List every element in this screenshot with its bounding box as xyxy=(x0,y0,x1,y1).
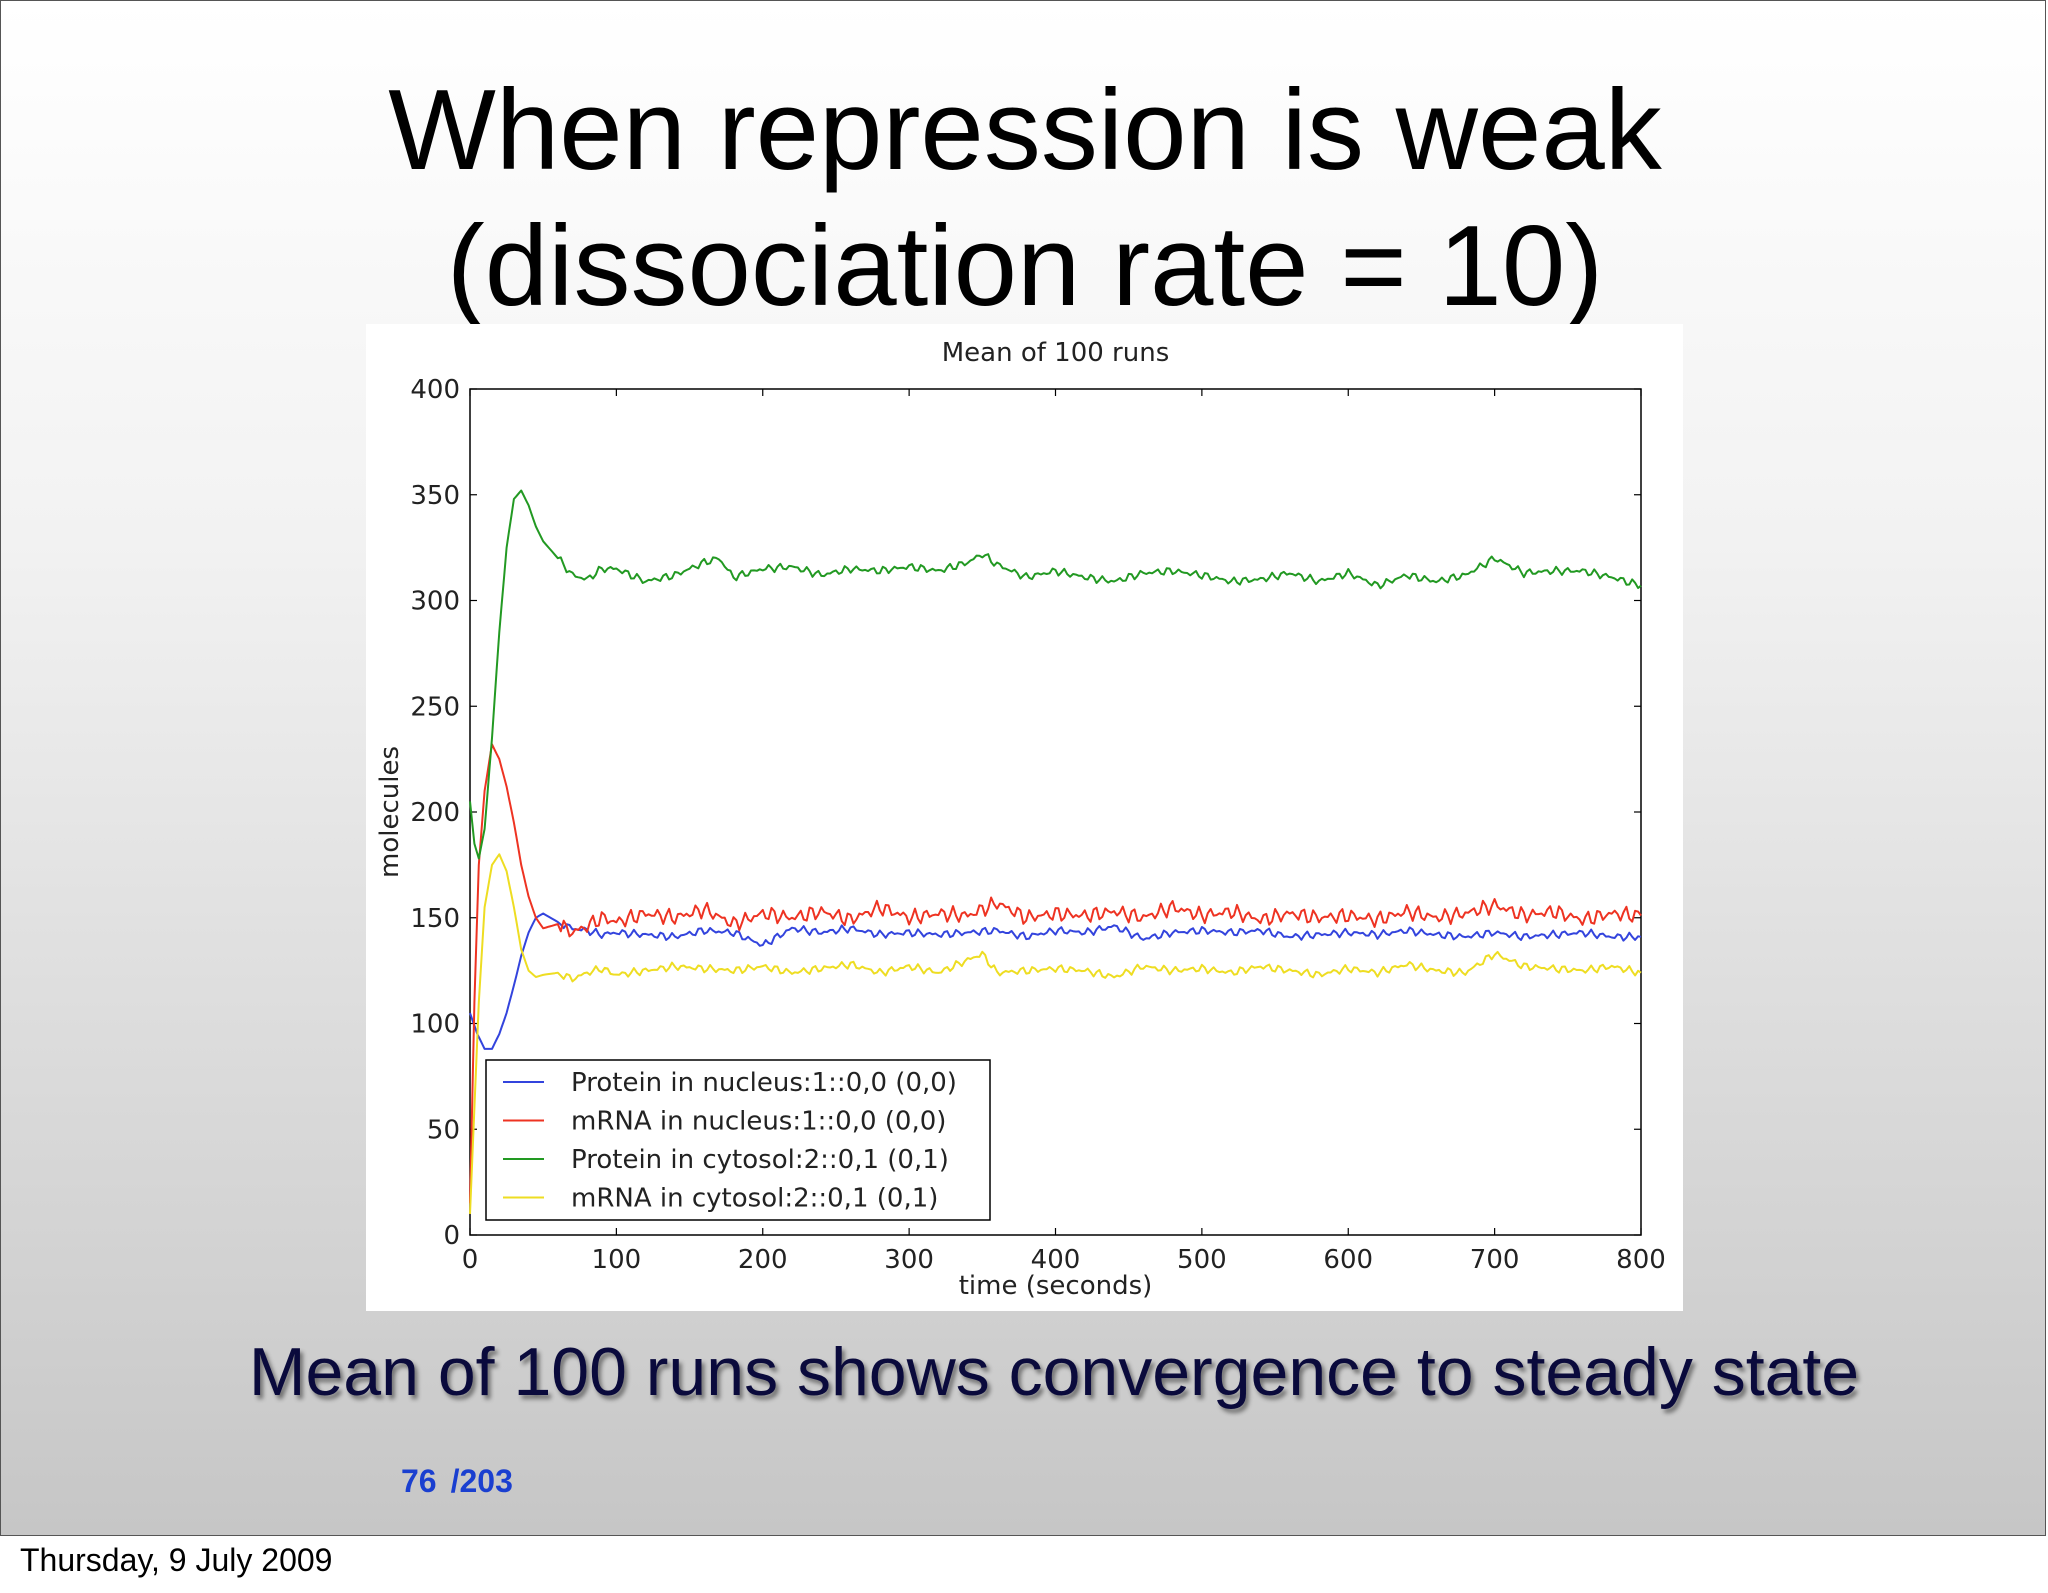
x-tick-label: 300 xyxy=(884,1245,934,1275)
x-tick-label: 500 xyxy=(1177,1245,1227,1275)
series-line-1 xyxy=(469,912,1642,1050)
legend-label: mRNA in cytosol:2::0,1 (0,1) xyxy=(571,1184,938,1214)
x-tick-label: 200 xyxy=(738,1245,788,1275)
line-chart: 0 100 200 300 400 500 600 700 800 0 50 100 150 200 250… xyxy=(375,338,1666,1301)
legend-label: Protein in cytosol:2::0,1 (0,1) xyxy=(571,1145,949,1175)
x-tick-label: 0 xyxy=(462,1245,479,1275)
page-total: /203 xyxy=(450,1463,513,1499)
y-tick-label: 350 xyxy=(410,481,460,511)
page-current: 76 xyxy=(401,1463,437,1499)
y-tick-label: 150 xyxy=(410,904,460,934)
y-tick-label: 50 xyxy=(427,1115,460,1145)
series-line-2 xyxy=(469,743,1642,1204)
x-tick-label: 600 xyxy=(1323,1245,1373,1275)
legend-label: mRNA in nucleus:1::0,0 (0,0) xyxy=(571,1107,946,1137)
y-tick-label: 300 xyxy=(410,587,460,617)
legend-box xyxy=(485,1059,991,1221)
chart-title: Mean of 100 runs xyxy=(942,338,1170,368)
page-counter: 76/203 xyxy=(401,1463,527,1500)
x-tick-label: 800 xyxy=(1616,1245,1666,1275)
x-tick-label: 100 xyxy=(592,1245,642,1275)
chart-container: 0 100 200 300 400 500 600 700 800 0 50 100 150 200 250… xyxy=(366,324,1683,1311)
x-tick-label: 400 xyxy=(1031,1245,1081,1275)
slide: When repression is weak (dissociation ra… xyxy=(0,0,2046,1536)
series-line-4 xyxy=(469,853,1642,1214)
title-line-1: When repression is weak xyxy=(388,67,1662,194)
x-tick-label: 700 xyxy=(1470,1245,1520,1275)
y-tick-label: 200 xyxy=(410,798,460,828)
slide-title: When repression is weak (dissociation ra… xyxy=(1,63,2048,335)
y-tick-label: 400 xyxy=(410,375,460,405)
footer-date: Thursday, 9 July 2009 xyxy=(20,1542,333,1578)
legend-label: Protein in nucleus:1::0,0 (0,0) xyxy=(571,1068,957,1098)
y-axis-label: molecules xyxy=(375,746,405,878)
y-tick-label: 100 xyxy=(410,1010,460,1040)
x-axis-label: time (seconds) xyxy=(959,1271,1153,1301)
series-line-3 xyxy=(469,489,1642,860)
slide-subtitle: Mean of 100 runs shows convergence to st… xyxy=(248,1334,1860,1410)
title-line-2: (dissociation rate = 10) xyxy=(446,203,1604,330)
y-tick-label: 250 xyxy=(410,692,460,722)
y-tick-label: 0 xyxy=(443,1221,460,1251)
